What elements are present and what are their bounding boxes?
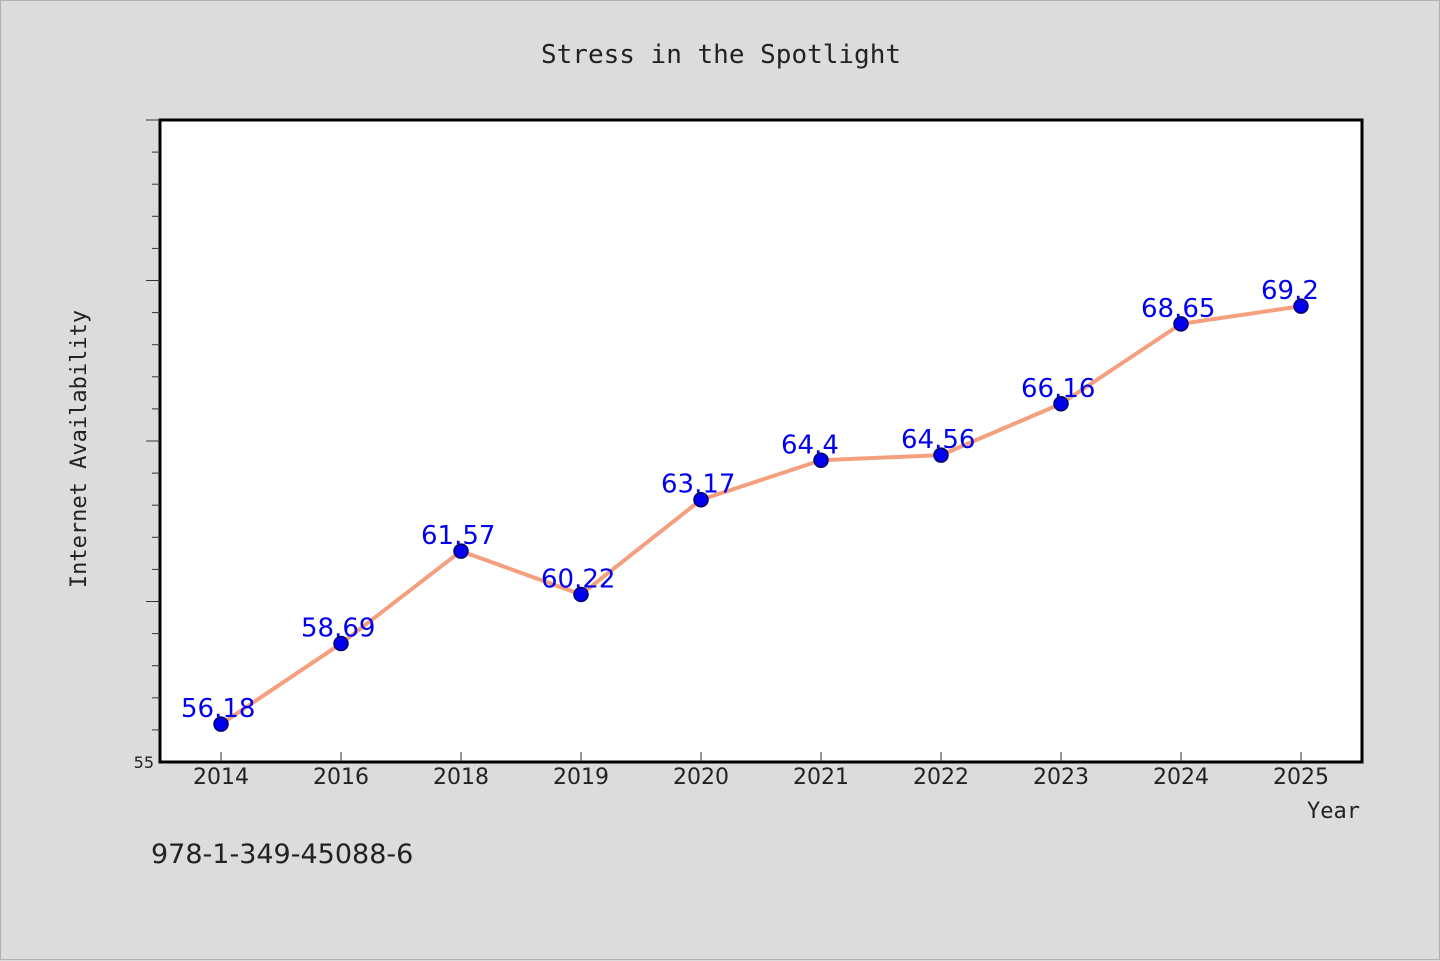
- y-tick-label: 55: [134, 753, 154, 772]
- x-tick-label: 2025: [1273, 765, 1329, 790]
- footer-isbn: 978-1-349-45088-6: [151, 839, 413, 870]
- x-tick-label: 2014: [193, 765, 249, 790]
- x-tick-label: 2016: [313, 765, 369, 790]
- data-points: [213, 298, 1309, 732]
- data-label: 66.16: [1021, 374, 1095, 404]
- data-label: 64.56: [901, 425, 975, 455]
- data-label: 63.17: [661, 470, 735, 500]
- x-tick-label: 2022: [913, 765, 969, 790]
- data-label: 61.57: [421, 521, 495, 551]
- data-point: [693, 491, 709, 508]
- y-axis-label: Internet Availability: [67, 310, 92, 588]
- x-axis-ticks: 2014 2016 2018 2019 2020 2021 2022 2023 2024 2025: [193, 752, 1329, 790]
- y-axis-ticks: 55: [134, 119, 160, 772]
- data-point: [333, 635, 349, 652]
- x-tick-label: 2024: [1153, 765, 1209, 790]
- data-point: [813, 452, 829, 469]
- data-label: 56.18: [181, 694, 255, 724]
- data-point: [1293, 298, 1309, 314]
- x-tick-label: 2018: [433, 765, 489, 790]
- data-point: [1173, 316, 1189, 332]
- x-tick-label: 2023: [1033, 765, 1089, 790]
- data-point: [213, 716, 229, 732]
- series-line: [219, 304, 1302, 726]
- chart-title: Stress in the Spotlight: [541, 40, 901, 70]
- data-label: 69.2: [1261, 276, 1319, 306]
- data-point: [573, 586, 589, 603]
- data-label: 58.69: [301, 614, 375, 644]
- data-label: 60.22: [541, 564, 615, 594]
- data-label: 68.65: [1141, 294, 1215, 324]
- plot-area: [158, 118, 1364, 764]
- data-label: 64.4: [781, 430, 839, 460]
- x-axis-label: Year: [1307, 799, 1360, 824]
- data-point: [1053, 396, 1069, 412]
- data-labels: 56.18 58.69 61.57 60.22 63.17 64.4 64.56 66.16 6…: [181, 276, 1319, 724]
- data-point: [453, 543, 469, 559]
- data-point: [933, 447, 949, 463]
- x-tick-label: 2020: [673, 765, 729, 790]
- x-tick-label: 2021: [793, 765, 849, 790]
- x-tick-label: 2019: [553, 765, 609, 790]
